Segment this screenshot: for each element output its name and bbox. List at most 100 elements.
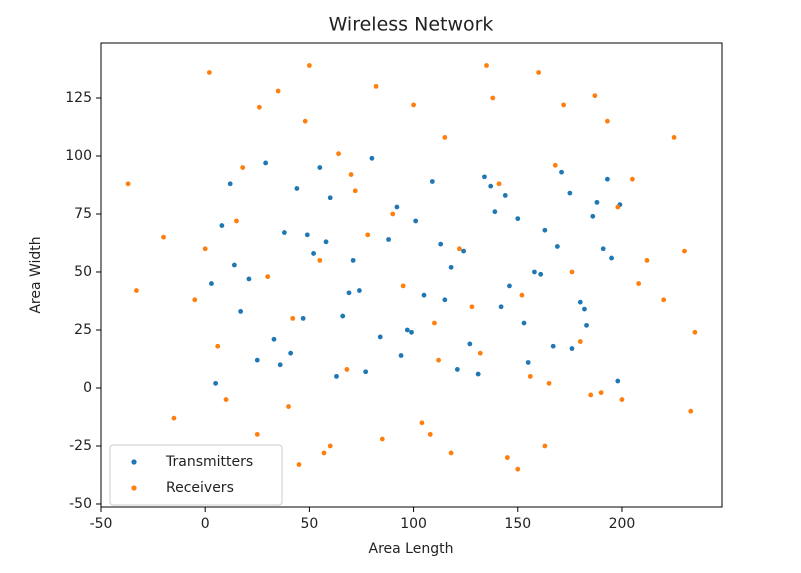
point <box>271 336 277 342</box>
point <box>346 290 352 296</box>
point <box>552 162 558 168</box>
point <box>398 353 404 358</box>
point <box>496 181 502 187</box>
point <box>429 179 435 184</box>
point <box>386 237 391 242</box>
y-tick-label: 50 <box>74 264 92 280</box>
point <box>550 343 556 349</box>
point <box>536 70 542 75</box>
point <box>290 315 296 321</box>
y-tick-label: 0 <box>83 380 92 396</box>
point <box>192 297 198 303</box>
legend-marker <box>131 485 137 491</box>
point <box>302 118 308 124</box>
point <box>215 343 221 349</box>
point <box>604 176 610 182</box>
point <box>504 455 510 460</box>
point <box>477 350 483 356</box>
point <box>469 304 475 310</box>
point <box>482 174 487 180</box>
point <box>413 218 419 224</box>
point <box>615 204 621 210</box>
point <box>682 248 687 254</box>
point <box>336 151 341 157</box>
point <box>521 320 527 326</box>
chart-title: Wireless Network <box>329 14 494 36</box>
point <box>231 262 237 268</box>
point <box>227 181 233 187</box>
point <box>202 246 208 252</box>
point <box>644 257 650 263</box>
point <box>561 102 567 108</box>
point <box>350 257 356 263</box>
point <box>559 169 564 175</box>
point <box>206 70 212 75</box>
point <box>288 350 294 356</box>
point <box>421 292 427 298</box>
point <box>340 313 346 319</box>
y-tick-label: 25 <box>74 322 92 338</box>
point <box>554 244 560 249</box>
point <box>598 390 604 396</box>
point <box>134 288 139 293</box>
point <box>442 135 448 140</box>
point <box>467 341 473 347</box>
point <box>484 63 489 68</box>
point <box>363 369 369 375</box>
point <box>427 431 433 437</box>
plot-frame <box>100 42 723 508</box>
x-tick-label: 150 <box>504 516 531 532</box>
y-tick-label: 125 <box>65 90 92 106</box>
point <box>327 195 333 201</box>
point <box>475 371 481 377</box>
point <box>569 269 575 275</box>
point <box>629 176 635 182</box>
point <box>577 299 583 305</box>
point <box>373 83 379 89</box>
y-tick-label: 100 <box>65 148 92 164</box>
point <box>519 292 525 298</box>
point <box>590 213 596 219</box>
point <box>671 135 677 140</box>
point <box>296 462 302 467</box>
point <box>594 199 600 205</box>
point <box>125 181 131 187</box>
point <box>457 246 462 252</box>
point <box>254 357 260 363</box>
point <box>600 246 606 252</box>
y-axis-label: Area Width <box>28 236 44 313</box>
point <box>327 443 333 449</box>
point <box>488 183 494 189</box>
y-tick-label: -50 <box>69 496 92 512</box>
point <box>527 373 533 379</box>
point <box>265 274 271 280</box>
point <box>692 329 698 335</box>
point <box>411 102 416 108</box>
point <box>334 373 339 379</box>
point <box>515 466 521 472</box>
point <box>400 283 406 289</box>
point <box>369 155 375 161</box>
point <box>498 304 504 310</box>
point <box>438 241 444 247</box>
point <box>582 306 587 312</box>
point <box>317 165 323 170</box>
point <box>448 264 454 270</box>
point <box>281 230 287 235</box>
point <box>213 380 219 386</box>
point <box>240 165 246 170</box>
point <box>584 322 589 328</box>
point <box>321 450 327 456</box>
y-tick-label: 75 <box>74 206 92 222</box>
point <box>209 281 214 286</box>
point <box>604 118 610 124</box>
point <box>348 172 354 177</box>
point <box>542 443 548 449</box>
point <box>377 334 383 340</box>
point <box>219 223 225 228</box>
point <box>317 257 323 263</box>
point <box>546 380 552 386</box>
point <box>409 329 414 335</box>
point <box>277 362 283 368</box>
